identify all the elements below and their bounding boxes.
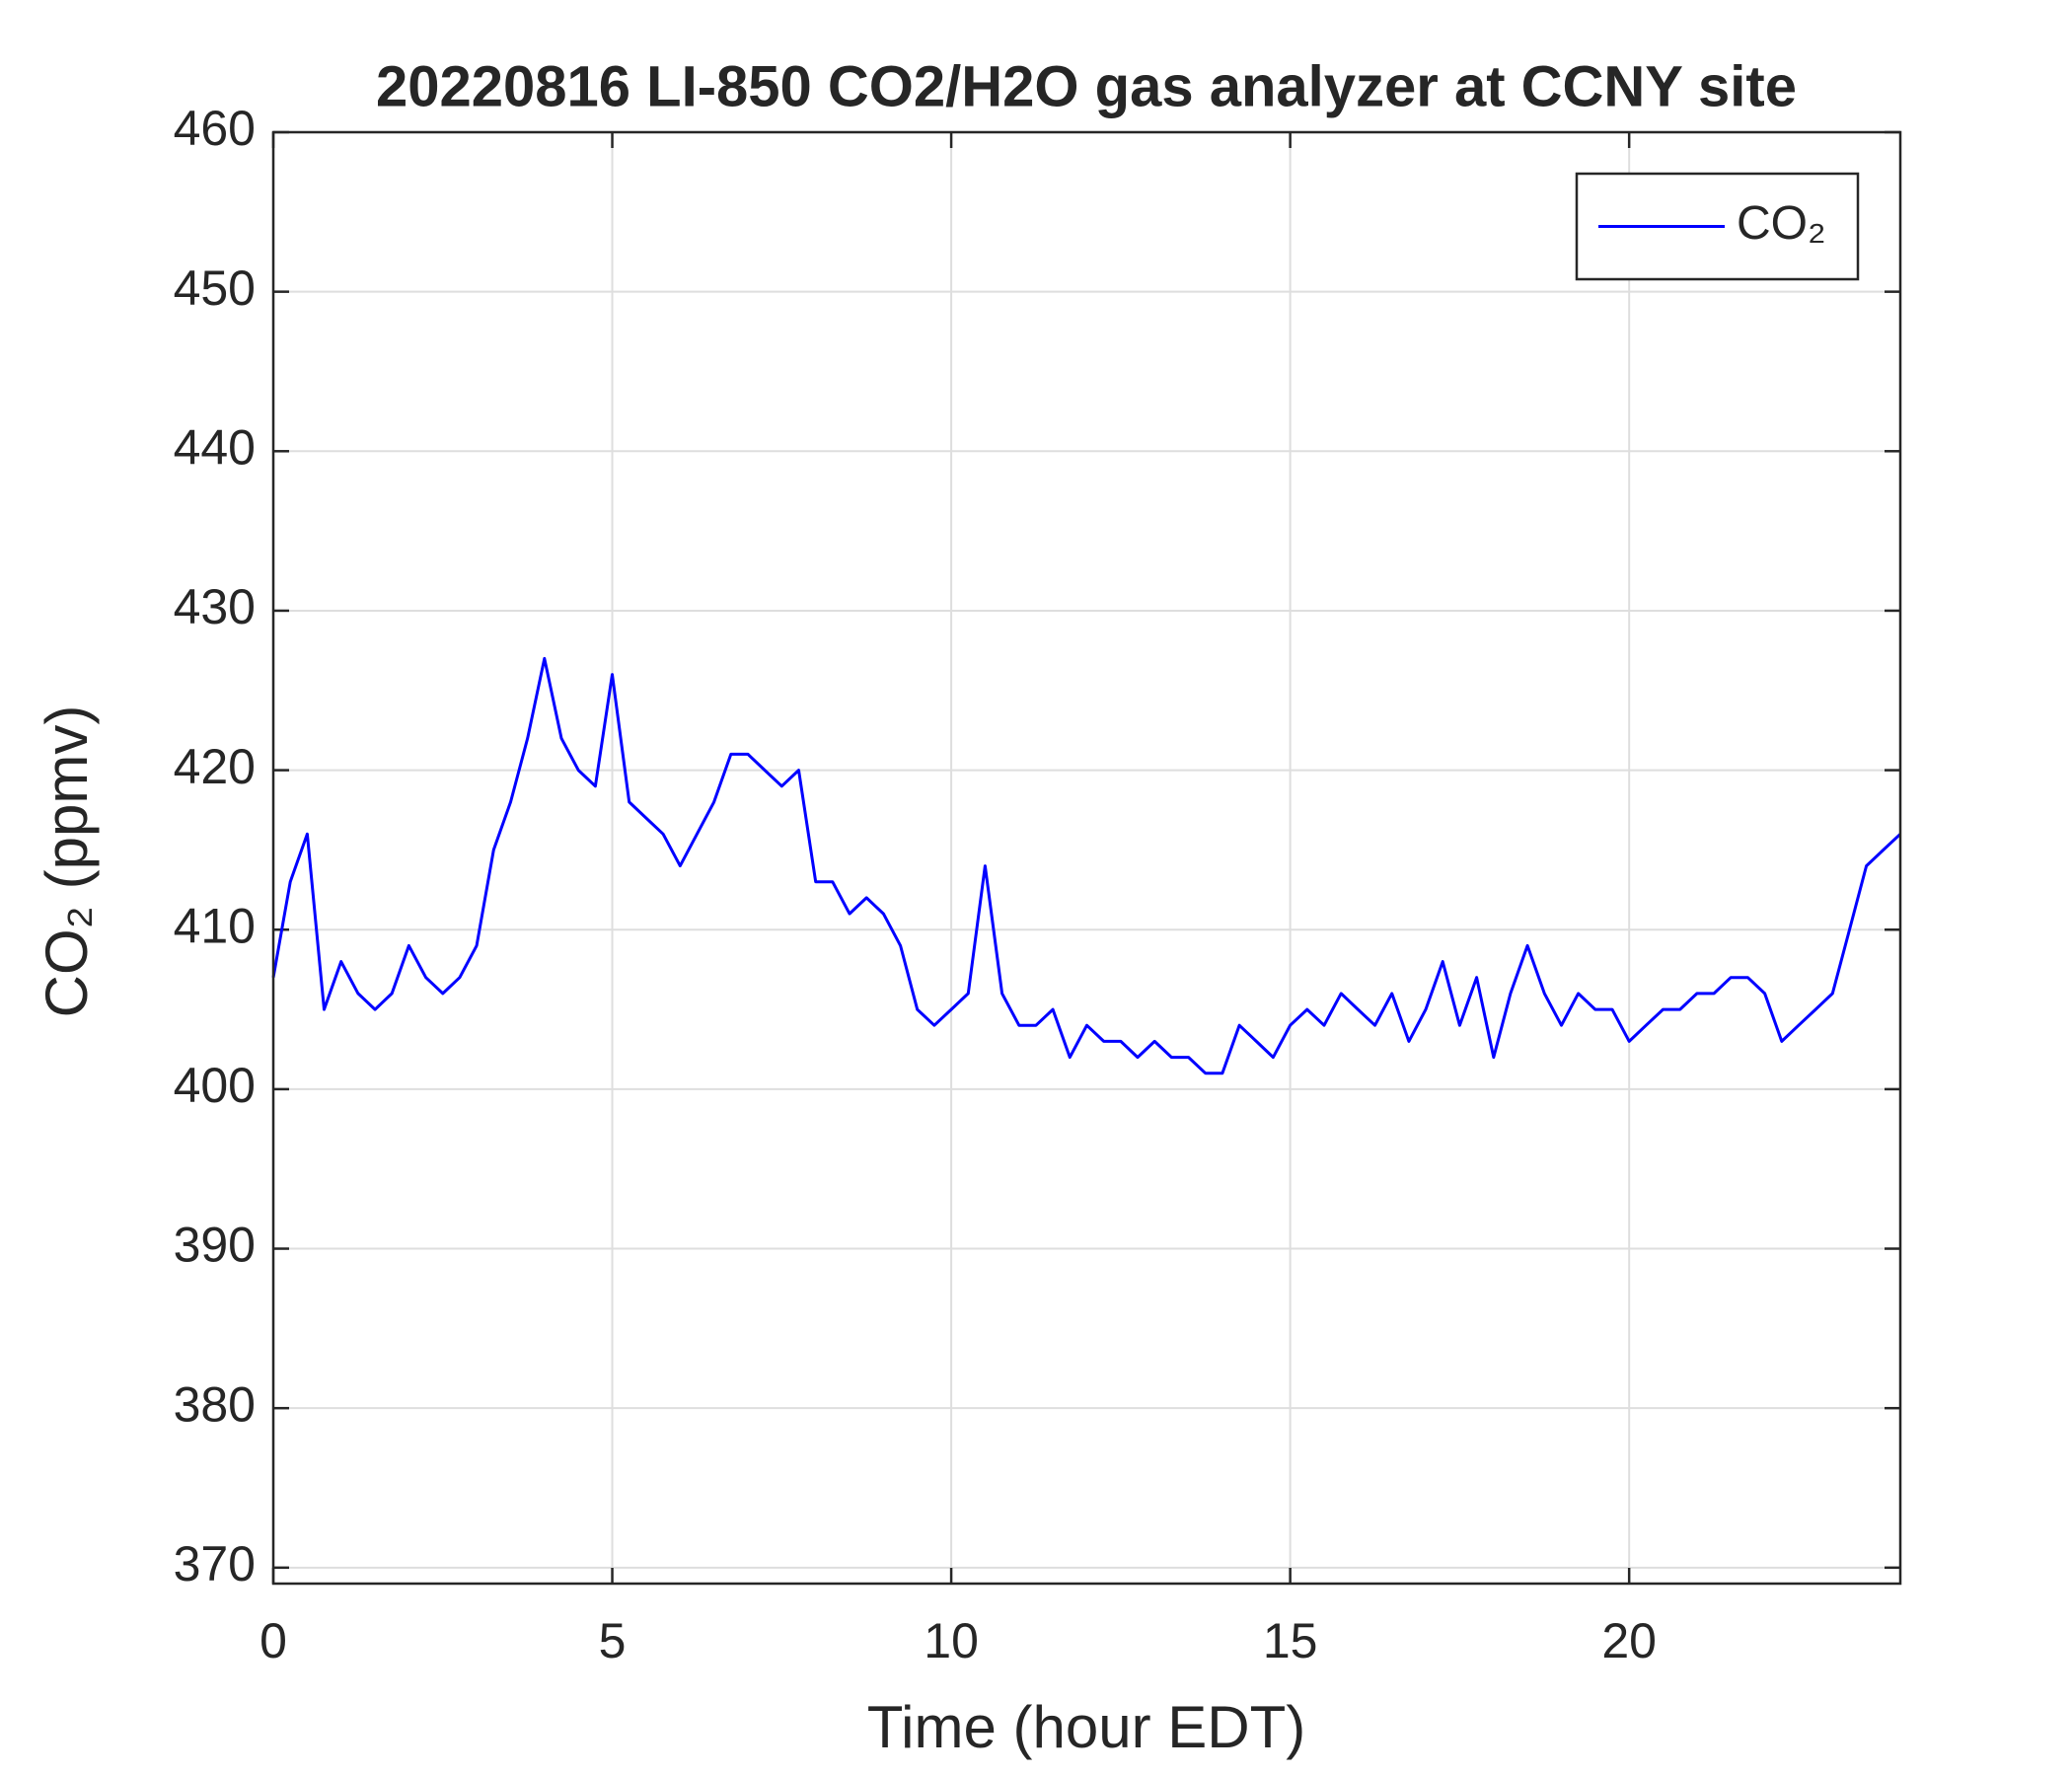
y-tick-label: 440 — [174, 419, 256, 475]
x-tick-label: 5 — [599, 1613, 627, 1668]
x-tick-label: 10 — [924, 1613, 979, 1668]
plot-frame — [271, 130, 1902, 1586]
y-tick-label: 380 — [174, 1376, 256, 1432]
y-tick-label: 430 — [174, 579, 256, 634]
y-tick-label: 420 — [174, 739, 256, 794]
x-axis-label: Time (hour EDT) — [867, 1694, 1306, 1760]
data-line — [271, 656, 1902, 1075]
y-axis-label: CO₂ (ppmv) — [34, 705, 100, 1018]
y-tick-label: 370 — [174, 1536, 256, 1591]
y-tick-label: 390 — [174, 1218, 256, 1273]
x-tick-label: 0 — [259, 1613, 287, 1668]
y-tick-label: 450 — [174, 260, 256, 316]
y-tick-label: 460 — [174, 101, 256, 156]
x-tick-label: 15 — [1263, 1613, 1318, 1668]
legend-label: CO₂ — [1737, 197, 1826, 250]
y-tick-label: 410 — [174, 898, 256, 953]
chart-title: 20220816 LI-850 CO2/H2O gas analyzer at … — [376, 54, 1797, 118]
x-tick-label: 20 — [1601, 1613, 1657, 1668]
y-tick-label: 400 — [174, 1058, 256, 1113]
